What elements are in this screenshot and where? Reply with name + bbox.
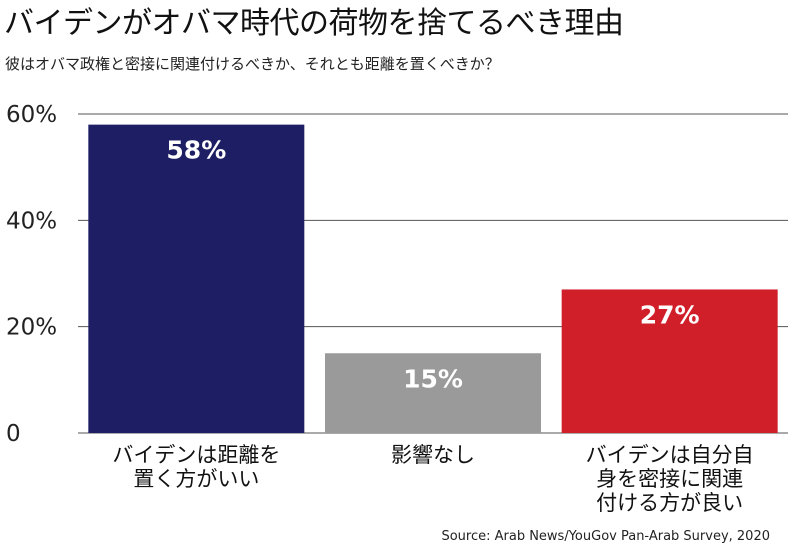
bar-value-label: 58% [166, 136, 226, 165]
bar [561, 289, 778, 433]
bar-value-label: 27% [640, 300, 700, 329]
x-category-label-line: バイデンは距離を [112, 443, 280, 467]
bar [325, 353, 541, 433]
x-category-label-line: 付ける方が良い [596, 491, 743, 515]
x-category-label-line: 置く方がいい [133, 467, 259, 491]
x-category-label-line: 身を密接に関連 [596, 467, 743, 491]
x-category-label: 影響なし [391, 443, 475, 467]
y-tick-label: 0 [6, 421, 21, 447]
x-category-label-line: 影響なし [391, 443, 475, 467]
bar [88, 124, 305, 433]
y-tick-label: 20% [6, 315, 57, 341]
chart-title: バイデンがオバマ時代の荷物を捨てるべき理由 [4, 6, 624, 41]
x-category-label: バイデンは距離を置く方がいい [112, 443, 280, 491]
y-tick-label: 40% [6, 208, 57, 234]
source-note: Source: Arab News/YouGov Pan-Arab Survey… [441, 529, 770, 544]
x-category-label-line: バイデンは自分自 [586, 443, 754, 467]
bar-value-label: 15% [403, 364, 463, 393]
chart-subtitle: 彼はオバマ政権と密接に関連付けるべきか、それとも距離を置くべきか？ [5, 55, 500, 73]
x-category-label: バイデンは自分自身を密接に関連付ける方が良い [586, 443, 754, 515]
y-tick-label: 60% [6, 102, 57, 128]
